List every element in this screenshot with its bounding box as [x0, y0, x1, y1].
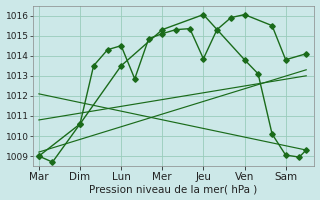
- X-axis label: Pression niveau de la mer( hPa ): Pression niveau de la mer( hPa ): [90, 184, 258, 194]
